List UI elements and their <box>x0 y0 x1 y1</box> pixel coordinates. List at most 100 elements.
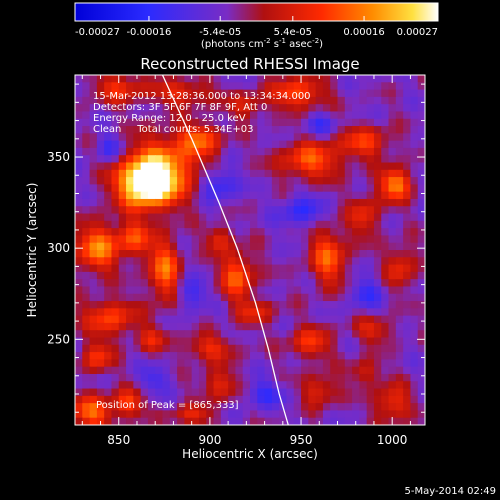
heatmap-cell <box>286 228 295 237</box>
heatmap-cell <box>315 228 324 237</box>
heatmap-cell <box>126 381 134 390</box>
heatmap-cell <box>184 155 193 164</box>
heatmap-cell <box>89 184 98 193</box>
heatmap-cell <box>264 213 273 222</box>
heatmap-cell <box>111 410 120 419</box>
heatmap-cell <box>111 257 120 266</box>
heatmap-cell <box>250 308 258 317</box>
heatmap-cell <box>104 184 113 193</box>
heatmap-cell <box>75 140 83 149</box>
heatmap-cell <box>410 381 419 390</box>
heatmap-cell <box>147 257 156 266</box>
heatmap-cell <box>213 315 222 324</box>
heatmap-cell <box>111 177 120 185</box>
heatmap-cell <box>213 410 222 419</box>
heatmap-cell <box>140 308 149 317</box>
heatmap-cell <box>315 359 324 368</box>
heatmap-cell <box>381 191 390 200</box>
heatmap-cell <box>242 315 251 324</box>
heatmap-cell <box>198 315 207 324</box>
heatmap-cell <box>213 184 222 193</box>
heatmap-cell <box>388 104 397 113</box>
heatmap-cell <box>417 104 425 113</box>
heatmap-cell <box>264 242 273 251</box>
heatmap-cell <box>279 133 288 142</box>
heatmap-cell <box>177 381 185 390</box>
heatmap-cell <box>373 286 382 295</box>
heatmap-cell <box>337 279 346 288</box>
heatmap-cell <box>315 96 324 105</box>
heatmap-cell <box>403 410 412 419</box>
heatmap-cell <box>315 286 324 295</box>
heatmap-cell <box>417 271 425 280</box>
heatmap-cell <box>89 169 98 178</box>
heatmap-cell <box>228 337 237 346</box>
heatmap-cell <box>271 279 280 288</box>
heatmap-cell <box>352 111 360 120</box>
peak-position-label: Position of Peak = [865,333] <box>96 400 239 411</box>
heatmap-cell <box>410 242 419 251</box>
heatmap-cell <box>228 191 237 200</box>
heatmap-cell <box>126 198 134 207</box>
heatmap-cell <box>147 373 156 382</box>
heatmap-cell <box>198 155 207 164</box>
heatmap-cell <box>206 381 215 390</box>
heatmap-cell <box>417 140 425 149</box>
heatmap-cell <box>395 279 404 288</box>
heatmap-cell <box>155 162 164 171</box>
heatmap-cell <box>286 111 295 120</box>
heatmap-cell <box>111 140 120 149</box>
heatmap-cell <box>257 162 266 171</box>
heatmap-cell <box>293 315 302 324</box>
heatmap-cell <box>75 381 83 390</box>
heatmap-cell <box>206 366 215 375</box>
heatmap-cell <box>111 206 120 215</box>
heatmap-cell <box>177 155 185 164</box>
heatmap-cell <box>308 184 317 193</box>
heatmap-cell <box>133 344 142 353</box>
heatmap-cell <box>206 133 215 142</box>
heatmap-cell <box>403 162 412 171</box>
heatmap-cell <box>184 301 193 309</box>
heatmap-cell <box>410 82 419 91</box>
heatmap-cell <box>395 293 404 302</box>
heatmap-cell <box>118 308 127 317</box>
heatmap-cell <box>403 359 412 368</box>
heatmap-cell <box>366 133 375 142</box>
heatmap-cell <box>381 118 390 127</box>
heatmap-cell <box>381 133 390 142</box>
heatmap-cell <box>410 373 419 382</box>
heatmap-cell <box>308 133 317 142</box>
heatmap-cell <box>279 322 288 331</box>
heatmap-cell <box>301 133 309 142</box>
heatmap-cell <box>344 198 353 207</box>
heatmap-cell <box>417 96 425 105</box>
heatmap-cell <box>381 257 390 266</box>
heatmap-cell <box>140 89 149 98</box>
heatmap-cell <box>169 388 178 397</box>
heatmap-cell <box>250 337 258 346</box>
heatmap-cell <box>337 417 346 425</box>
heatmap-cell <box>395 235 404 244</box>
heatmap-cell <box>155 75 164 83</box>
heatmap-cell <box>403 293 412 302</box>
heatmap-cell <box>104 410 113 419</box>
heatmap-cell <box>118 388 127 397</box>
heatmap-cell <box>279 257 288 266</box>
heatmap-cell <box>104 403 113 412</box>
heatmap-cell <box>315 140 324 149</box>
heatmap-cell <box>410 198 419 207</box>
heatmap-cell <box>147 147 156 156</box>
heatmap-cell <box>191 75 200 83</box>
heatmap-cell <box>184 96 193 105</box>
heatmap-cell <box>403 242 412 251</box>
heatmap-cell <box>410 220 419 229</box>
heatmap-cell <box>322 271 331 280</box>
heatmap-cell <box>177 169 185 178</box>
heatmap-cell <box>75 104 83 113</box>
heatmap-cell <box>359 410 368 419</box>
heatmap-cell <box>403 118 412 127</box>
heatmap-cell <box>133 308 142 317</box>
heatmap-cell <box>403 111 412 120</box>
heatmap-cell <box>315 89 324 98</box>
